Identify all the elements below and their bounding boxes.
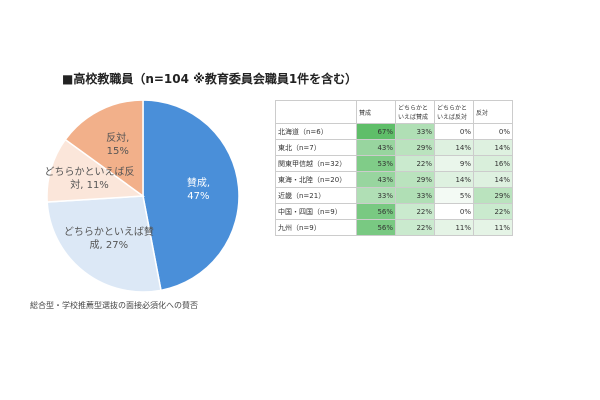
table-cell: 東海・北陸（n=20） (275, 171, 357, 188)
slice-label: どちらかといえば反対, 11% (40, 166, 140, 192)
pie-slice (46, 138, 146, 203)
table-cell: 33% (395, 187, 435, 204)
table-cell: 22% (395, 203, 435, 220)
table-cell: 14% (473, 139, 513, 156)
table-cell: 近畿（n=21） (275, 187, 357, 204)
table-cell: 反対 (473, 100, 513, 124)
chart-title: ■高校教職員（n=104 ※教育委員会職員1件を含む） (62, 72, 358, 86)
table-cell: 9% (434, 155, 474, 172)
caption: 総合型・学校推薦型選抜の面接必須化への賛否 (30, 301, 198, 310)
table-cell: 14% (434, 171, 474, 188)
table-cell: 33% (395, 123, 435, 140)
table-cell: 43% (356, 171, 396, 188)
table-row: 関東甲信越（n=32） 53% 22% 9% 16% (275, 155, 513, 172)
slice-category: どちらかといえば反対, (44, 167, 135, 192)
table-cell (275, 100, 357, 124)
slice-value: 27% (105, 239, 129, 251)
table-row: 賛成 どちらかといえば賛成 どちらかといえば反対 反対 (275, 100, 513, 124)
slice-value: 11% (86, 180, 109, 192)
table-cell: 0% (434, 203, 474, 220)
table-row: 北海道（n=6） 67% 33% 0% 0% (275, 123, 513, 140)
table-cell: 43% (356, 139, 396, 156)
slice-value: 47% (187, 190, 210, 202)
table-cell: 賛成 (356, 100, 396, 124)
table-cell: 14% (434, 139, 474, 156)
table-row: 東北（n=7） 43% 29% 14% 14% (275, 139, 513, 156)
slice-label: 賛成, 47% (178, 177, 218, 203)
table-cell: 33% (356, 187, 396, 204)
table-row: 中国・四国（n=9） 56% 22% 0% 22% (275, 203, 513, 220)
table-cell: どちらかといえば反対 (434, 100, 474, 124)
table-row: 九州（n=9） 56% 22% 11% 11% (275, 219, 513, 236)
table-cell: 11% (434, 219, 474, 236)
table-cell: 九州（n=9） (275, 219, 357, 236)
table-cell: 56% (356, 219, 396, 236)
table-cell: 関東甲信越（n=32） (275, 155, 357, 172)
pie-slice (46, 195, 162, 293)
table-cell: 29% (473, 187, 513, 204)
table-cell: 0% (473, 123, 513, 140)
table-cell: 5% (434, 187, 474, 204)
table-cell: 16% (473, 155, 513, 172)
table-cell: 北海道（n=6） (275, 123, 357, 140)
table-cell: 中国・四国（n=9） (275, 203, 357, 220)
slice-category: 賛成, (186, 177, 211, 189)
pie-slice (64, 99, 144, 198)
table-cell: 67% (356, 123, 396, 140)
table-cell: 56% (356, 203, 396, 220)
table-cell: 東北（n=7） (275, 139, 357, 156)
table-cell: 0% (434, 123, 474, 140)
slice-category: どちらかといえば賛成, (63, 226, 154, 251)
slice-value: 15% (106, 146, 129, 158)
table-cell: 14% (473, 171, 513, 188)
table-cell: どちらかといえば賛成 (395, 100, 435, 124)
pie-slice (142, 99, 240, 292)
table-cell: 22% (395, 155, 435, 172)
table-cell: 22% (473, 203, 513, 220)
table-cell: 11% (473, 219, 513, 236)
table-row: 東海・北陸（n=20） 43% 29% 14% 14% (275, 171, 513, 188)
slice-label: どちらかといえば賛成, 27% (59, 226, 159, 252)
table-cell: 29% (395, 171, 435, 188)
table-cell: 22% (395, 219, 435, 236)
slice-label: 反対, 15% (98, 132, 138, 158)
table-row: 近畿（n=21） 33% 33% 5% 29% (275, 187, 513, 204)
table-cell: 29% (395, 139, 435, 156)
slice-category: 反対, (106, 133, 130, 145)
data-table: 賛成 どちらかといえば賛成 どちらかといえば反対 反対 北海道（n=6） 67% 33% 0%… (275, 100, 513, 236)
table-cell: 53% (356, 155, 396, 172)
